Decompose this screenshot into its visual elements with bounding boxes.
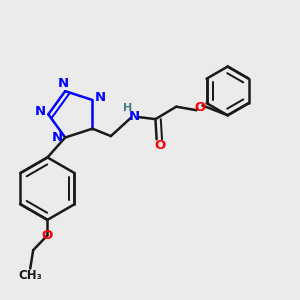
Text: N: N: [128, 110, 140, 123]
Text: O: O: [154, 140, 165, 152]
Text: N: N: [35, 106, 46, 118]
Text: O: O: [42, 229, 53, 242]
Text: N: N: [58, 77, 69, 90]
Text: N: N: [52, 131, 63, 144]
Text: O: O: [194, 101, 206, 114]
Text: CH₃: CH₃: [18, 268, 42, 282]
Text: H: H: [124, 103, 133, 113]
Text: N: N: [94, 91, 106, 104]
